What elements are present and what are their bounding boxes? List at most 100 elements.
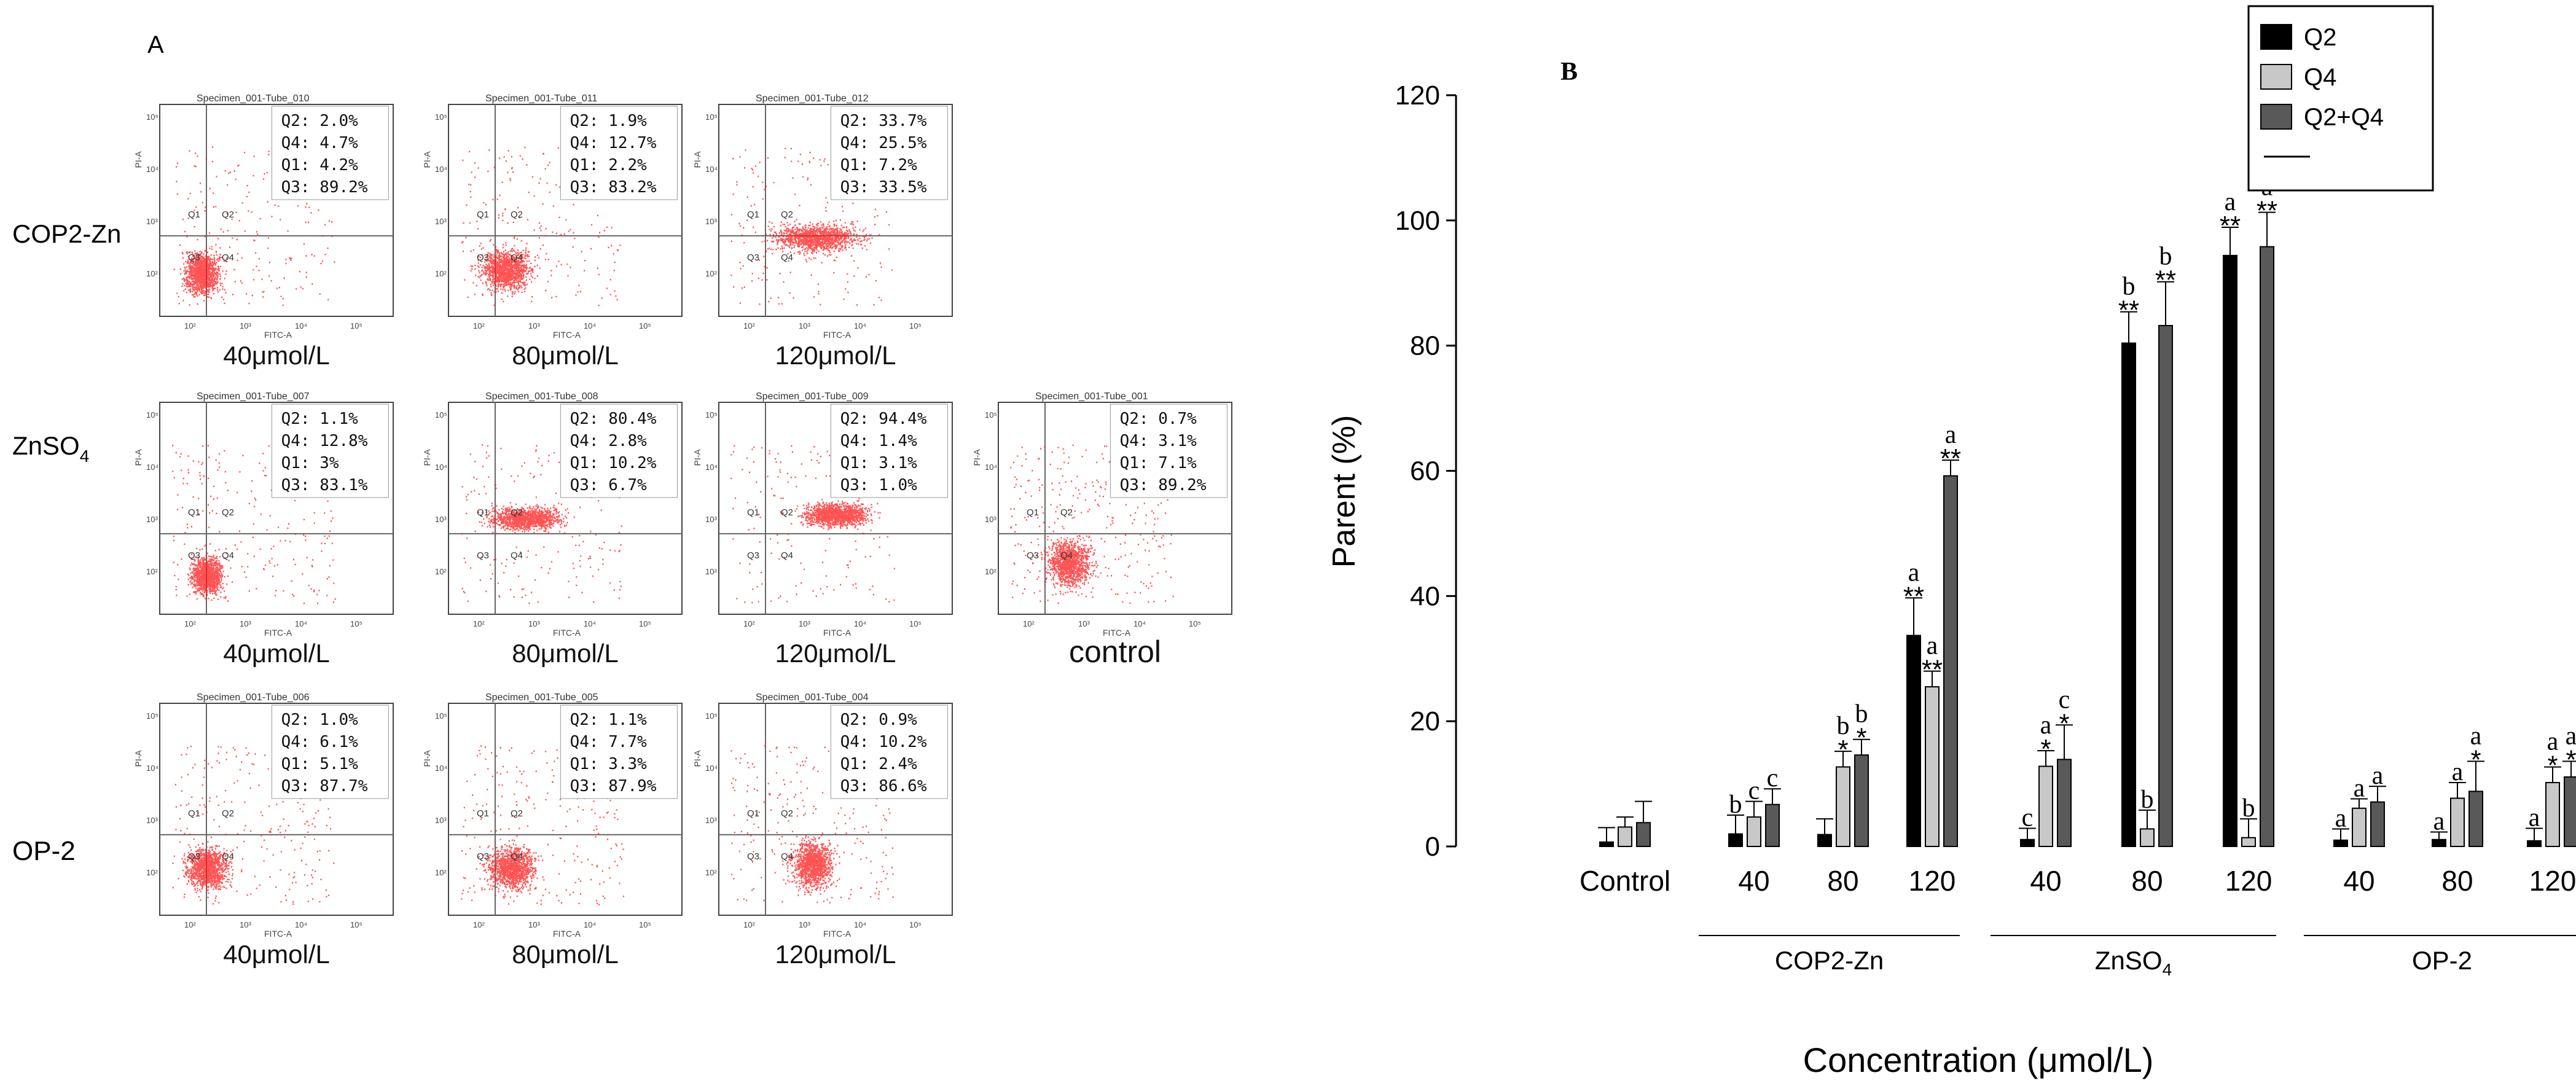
stat-line: Q3: 1.0% — [840, 476, 918, 494]
y-tick-label: 10⁵ — [435, 410, 447, 420]
significance-letter: a — [2470, 722, 2482, 750]
quadrant-label-q2: Q2 — [781, 507, 793, 518]
stat-line: Q4: 2.8% — [570, 432, 648, 450]
stat-line: Q4: 10.2% — [840, 733, 927, 751]
y-tick-label: 10⁴ — [146, 463, 159, 472]
x-tick-label: 10³ — [799, 321, 810, 330]
row-label-op2: OP-2 — [12, 836, 76, 866]
significance-stars: * — [1838, 735, 1848, 765]
x-tick-label: 10⁴ — [854, 619, 866, 628]
y-tick-label: 10² — [435, 868, 447, 877]
flow-plot-title: Specimen_001-Tube_012 — [756, 93, 869, 104]
x-axis-label: FITC-A — [264, 628, 292, 638]
flow-plot-caption: control — [1069, 635, 1161, 669]
significance-stars: ** — [2118, 295, 2139, 326]
x-axis-label: FITC-A — [553, 929, 581, 939]
y-tick-label: 10² — [435, 567, 447, 576]
bar-q2-8 — [2432, 838, 2446, 848]
stat-line: Q2: 2.0% — [281, 112, 359, 130]
quadrant-label-q1: Q1 — [188, 209, 200, 220]
x-tick-label: 10² — [743, 619, 755, 628]
stats-box — [560, 106, 678, 200]
y-tick-label: 10² — [705, 269, 717, 278]
y-tick-label: 10² — [985, 567, 996, 576]
y-axis-label: PI-A — [133, 449, 143, 466]
quadrant-label-q2: Q2 — [222, 808, 234, 819]
stat-line: Q2: 80.4% — [570, 410, 657, 428]
x-tick-label: 10² — [184, 321, 196, 330]
flow-plot-title: Specimen_001-Tube_005 — [485, 692, 598, 703]
stat-line: Q3: 89.2% — [1120, 476, 1207, 494]
group-label: OP-2 — [2412, 946, 2472, 975]
stat-line: Q3: 83.1% — [281, 476, 368, 494]
x-tick-label: 10² — [743, 321, 755, 330]
y-tick-label: 20 — [1410, 706, 1440, 736]
bar-q2-q4-4 — [2057, 759, 2072, 847]
significance-letter: c — [2022, 803, 2034, 832]
x-tick-label: 10³ — [1078, 619, 1090, 628]
significance-letter: a — [2335, 804, 2347, 832]
significance-letter: a — [2452, 758, 2464, 786]
x-axis-title: Concentration (μmol/L) — [1803, 1041, 2154, 1079]
y-axis-title: Parent (%) — [1326, 415, 1362, 568]
x-tick-label: 10⁴ — [584, 321, 596, 330]
significance-letter: c — [2059, 686, 2070, 714]
legend-entry: Q4 — [2304, 64, 2336, 91]
significance-letter: a — [2547, 728, 2559, 756]
significance-stars: * — [2040, 734, 2051, 764]
row-label-znso4: ZnSO4 — [12, 431, 89, 466]
flow-plot-title: Specimen_001-Tube_010 — [197, 93, 310, 104]
group-label: ZnSO4 — [2095, 946, 2172, 979]
stats-box — [830, 705, 948, 799]
significance-stars: * — [2566, 744, 2576, 775]
x-axis-label: FITC-A — [823, 330, 851, 340]
y-axis-label: PI-A — [422, 750, 432, 767]
x-tick-label: 10³ — [240, 619, 251, 628]
bar-q4-5 — [2140, 828, 2155, 848]
flow-plot-events — [173, 146, 335, 307]
quadrant-label-q2: Q2 — [511, 808, 523, 819]
significance-letter: c — [1748, 777, 1760, 805]
y-tick-label: 10³ — [146, 217, 158, 226]
y-tick-label: 10³ — [705, 217, 717, 226]
flow-plot: Specimen_001-Tube_001 Q1 Q2 Q3 Q4 Q2: 0.7% Q4:… — [972, 391, 1232, 669]
quadrant-label-q4: Q4 — [781, 252, 793, 263]
stat-line: Q3: 86.6% — [840, 777, 927, 795]
quadrant-label-q4: Q4 — [511, 252, 523, 263]
y-tick-label: 10³ — [146, 816, 158, 825]
y-tick-label: 10⁵ — [146, 112, 159, 122]
bar-q2-q4-3 — [1943, 475, 1958, 847]
x-category-label: 80 — [2131, 865, 2163, 897]
x-tick-label: 10⁵ — [909, 619, 922, 628]
flow-plot-caption: 80μmol/L — [512, 940, 619, 969]
y-tick-label: 10⁴ — [146, 764, 159, 773]
x-axis-label: FITC-A — [553, 628, 581, 638]
flow-plot-caption: 120μmol/L — [775, 639, 896, 668]
quadrant-label-q2: Q2 — [511, 209, 523, 220]
quadrant-label-q4: Q4 — [511, 851, 523, 862]
stat-line: Q3: 87.7% — [281, 777, 368, 795]
flow-plot-title: Specimen_001-Tube_004 — [756, 692, 869, 703]
x-axis-label: FITC-A — [264, 330, 292, 340]
quadrant-label-q1: Q1 — [188, 507, 200, 518]
x-tick-label: 10² — [184, 619, 196, 628]
x-tick-label: 10⁵ — [639, 321, 651, 330]
x-axis-label: FITC-A — [823, 628, 851, 638]
x-tick-label: 10³ — [799, 619, 810, 628]
bar-q2-0 — [1599, 841, 1614, 848]
legend: Q2 Q4 Q2+Q4 — [2247, 5, 2434, 192]
x-category-label: Control — [1580, 865, 1670, 897]
stat-line: Q4: 25.5% — [840, 134, 927, 152]
quadrant-label-q1: Q1 — [747, 808, 759, 819]
bar-q4-3 — [1925, 686, 1940, 848]
y-axis-label: PI-A — [133, 750, 143, 767]
bar-q2-q4-7 — [2370, 801, 2385, 847]
stat-line: Q1: 3.1% — [840, 454, 918, 472]
y-tick-label: 10⁵ — [435, 112, 447, 122]
quadrant-label-q3: Q3 — [747, 550, 759, 561]
x-axis-label: FITC-A — [264, 929, 292, 939]
significance-stars: ** — [2220, 211, 2241, 241]
flow-plot: Specimen_001-Tube_004 Q1 Q2 Q3 Q4 Q2: 0.9% Q4:… — [692, 692, 953, 969]
